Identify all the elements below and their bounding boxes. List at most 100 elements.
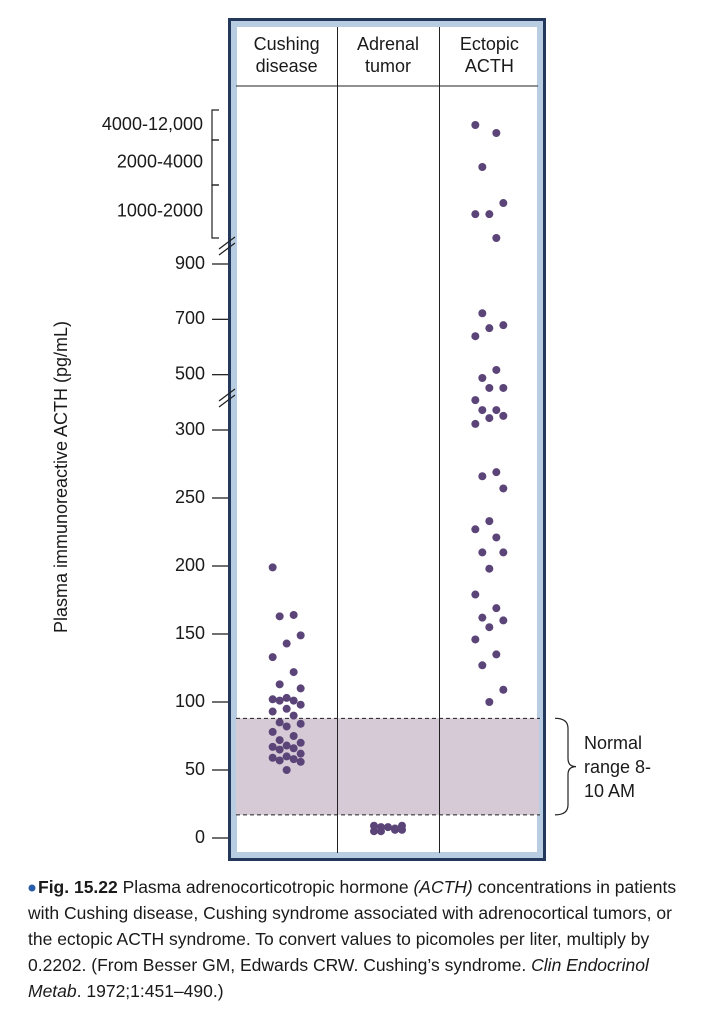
- data-point: [492, 468, 501, 477]
- y-tick-label: 200: [175, 555, 205, 575]
- y-tick-label: 700: [175, 308, 205, 328]
- data-point: [471, 332, 480, 341]
- data-point: [268, 653, 277, 662]
- data-point: [485, 623, 494, 632]
- data-point: [485, 517, 494, 526]
- data-point: [289, 755, 298, 764]
- y-tick-label: 0: [195, 827, 205, 847]
- data-point: [478, 163, 487, 171]
- data-point: [478, 309, 487, 318]
- data-point: [471, 525, 480, 534]
- data-point: [471, 590, 480, 599]
- data-point: [275, 680, 284, 689]
- range-label: 1000-2000: [117, 200, 203, 220]
- data-point: [282, 704, 291, 713]
- data-point: [268, 742, 277, 751]
- data-point: [492, 650, 501, 659]
- column-header: Cushing disease: [253, 34, 320, 76]
- y-tick-label: 50: [185, 759, 205, 779]
- y-tick-label: 250: [175, 487, 205, 507]
- axis-break: [218, 242, 236, 256]
- data-point: [289, 732, 298, 740]
- column-header: Ectopic ACTH: [459, 34, 519, 76]
- data-point: [268, 727, 277, 736]
- data-point: [492, 365, 501, 374]
- caption-label: Fig. 15.22: [38, 877, 118, 897]
- range-bracket: [211, 109, 219, 141]
- data-point: [289, 744, 298, 753]
- data-point: [478, 373, 487, 382]
- data-point: [492, 533, 501, 542]
- data-point: [282, 766, 291, 774]
- data-point: [377, 827, 385, 836]
- data-point: [296, 700, 305, 709]
- data-point: [282, 639, 291, 648]
- data-point: [492, 604, 501, 613]
- data-point: [478, 472, 487, 481]
- data-point: [499, 321, 508, 330]
- data-point: [471, 419, 480, 428]
- normal-range-brace: [554, 717, 577, 816]
- data-point: [282, 722, 291, 731]
- data-point: [471, 121, 480, 129]
- caption-text: concentrations in patients with Cushing …: [28, 877, 677, 975]
- data-point: [282, 693, 291, 702]
- frame-inner: [231, 21, 543, 858]
- data-point: [499, 685, 508, 694]
- data-point: [296, 738, 305, 747]
- data-point: [499, 548, 508, 557]
- data-point: [478, 661, 487, 670]
- data-point: [492, 234, 501, 242]
- axis-break: [218, 236, 236, 250]
- data-point: [485, 210, 494, 219]
- data-point: [296, 749, 305, 758]
- data-point: [485, 383, 494, 392]
- data-point: [471, 210, 480, 219]
- data-point: [499, 411, 508, 420]
- y-axis-label: Plasma immunoreactive ACTH (pg/mL): [51, 321, 71, 633]
- axis-break: [218, 388, 236, 402]
- data-point: [485, 698, 494, 706]
- data-point: [275, 718, 284, 727]
- y-tick-label: 900: [175, 253, 205, 273]
- data-point: [268, 707, 277, 716]
- caption-text: Plasma adrenocorticotropic hormone: [117, 877, 414, 897]
- column-header: Adrenal tumor: [356, 34, 420, 76]
- caption-text: Clin Endocrinol Metab: [28, 955, 649, 1001]
- data-point: [478, 548, 487, 557]
- data-point: [268, 753, 277, 762]
- y-tick-label: 500: [175, 363, 205, 383]
- range-bracket: [211, 139, 219, 186]
- data-point: [289, 610, 298, 619]
- chart: Plasma immunoreactive ACTH (pg/mL) 0 50 10…: [51, 18, 577, 861]
- y-tick-label: 150: [175, 623, 205, 643]
- normal-range-band: [236, 718, 539, 815]
- normal-range-label: Normal range 8-10 AM: [584, 733, 652, 801]
- data-point: [492, 406, 501, 415]
- axis-break: [218, 394, 236, 408]
- caption: Fig. 15.22 Plasma adrenocorticotropic ho…: [28, 874, 688, 1004]
- data-point: [499, 199, 508, 208]
- data-point: [471, 396, 480, 405]
- data-point: [296, 719, 305, 728]
- data-point: [289, 696, 298, 705]
- data-point: [275, 756, 284, 765]
- data-point: [391, 824, 399, 833]
- bullet: [28, 884, 36, 892]
- data-point: [282, 741, 291, 750]
- data-point: [282, 752, 291, 761]
- range-label: 2000-4000: [117, 151, 203, 171]
- data-point: [499, 616, 508, 625]
- data-point: [398, 825, 406, 834]
- data-point: [485, 564, 494, 573]
- data-point: [471, 635, 480, 644]
- range-bracket: [211, 184, 219, 239]
- range-label: 4000-12,000: [102, 114, 203, 134]
- y-tick-label: 100: [175, 691, 205, 711]
- data-point: [275, 612, 284, 621]
- caption-text: (ACTH): [413, 877, 473, 897]
- data-point: [268, 695, 277, 704]
- data-point: [485, 324, 494, 333]
- data-point: [289, 711, 298, 720]
